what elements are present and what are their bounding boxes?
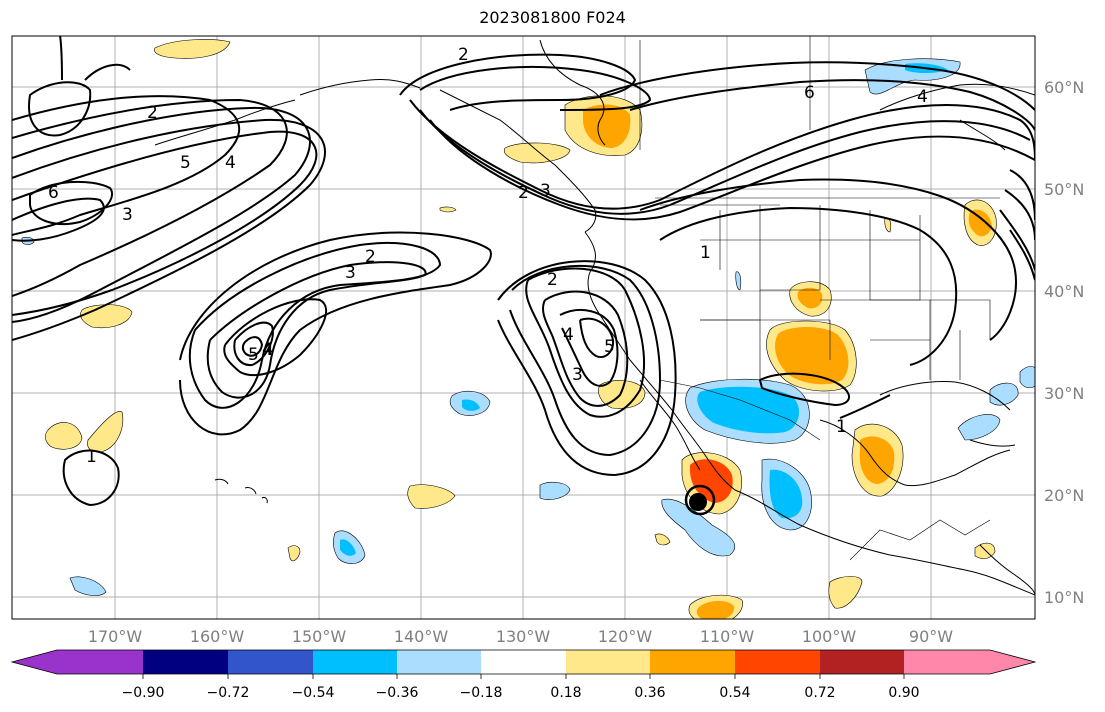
colorbar-segment	[143, 650, 228, 674]
contour-label: 6	[804, 83, 815, 103]
colorbar-segment	[904, 650, 990, 674]
graticule	[12, 36, 1035, 619]
lon-tick-label: 150°W	[292, 627, 347, 646]
colorbar-tick-label: 0.90	[888, 685, 919, 701]
colorbar-segment	[990, 650, 1035, 674]
coastlines	[154, 39, 1035, 596]
colorbar-tick-label: 0.36	[634, 685, 665, 701]
lon-tick-label: 110°W	[700, 627, 755, 646]
colorbar-tick-label: 0.72	[804, 685, 835, 701]
colorbar-segment	[481, 650, 566, 674]
contour-label: 1	[700, 243, 711, 263]
contour-label: 3	[572, 365, 583, 385]
borders	[639, 36, 1000, 561]
lon-tick-label: 100°W	[802, 627, 857, 646]
colorbar-segment	[228, 650, 313, 674]
colorbar-tick-label: 0.18	[550, 685, 581, 701]
colorbar-segment	[566, 650, 650, 674]
contour-label: 4	[917, 87, 928, 107]
contour-lines	[12, 36, 1035, 507]
shaded-fields	[21, 39, 1035, 619]
contour-label: 1	[836, 417, 847, 437]
colorbar-segment	[650, 650, 735, 674]
colorbar-segment	[313, 650, 397, 674]
lat-tick-label: 20°N	[1044, 486, 1084, 505]
contour-label: 5	[248, 345, 259, 365]
lat-tick-label: 60°N	[1044, 78, 1084, 97]
lon-tick-label: 170°W	[88, 627, 143, 646]
colorbar-tick-label: −0.54	[292, 685, 335, 701]
contour-label-group: 2 3 4 5 6 2 4 2 3 2 3 5 4 2 3 4 5 1 1 6 …	[48, 45, 928, 467]
contour-label: 2	[458, 45, 469, 65]
map-frame	[11, 35, 1036, 620]
contour-label: 4	[225, 153, 236, 173]
colorbar-tick-label: −0.90	[122, 685, 165, 701]
contour-label: 3	[122, 205, 133, 225]
contour-label: 3	[345, 263, 356, 283]
contour-label: 3	[540, 181, 551, 201]
colorbar-segment	[397, 650, 481, 674]
colorbar-tick-label: −0.18	[460, 685, 503, 701]
lon-tick-label: 140°W	[394, 627, 449, 646]
storm-symbol	[684, 484, 716, 516]
contour-label: 2	[518, 183, 529, 203]
colorbar-tick-label: −0.36	[376, 685, 419, 701]
lon-tick-label: 160°W	[190, 627, 245, 646]
colorbar-segment	[12, 650, 57, 674]
contour-label: 2	[365, 247, 376, 267]
colorbar-segment	[820, 650, 904, 674]
lon-tick-label: 130°W	[496, 627, 551, 646]
contour-label: 5	[180, 153, 191, 173]
lon-axis: 170°W 160°W 150°W 140°W 130°W 120°W 110°…	[88, 627, 953, 646]
lon-tick-label: 120°W	[598, 627, 653, 646]
contour-label: 4	[263, 340, 274, 360]
lon-tick-label: 90°W	[909, 627, 953, 646]
lat-tick-label: 10°N	[1044, 588, 1084, 607]
lat-tick-label: 50°N	[1044, 180, 1084, 199]
contour-label: 6	[48, 183, 59, 203]
colorbar: −0.90 −0.72 −0.54 −0.36 −0.18 0.18 0.36 …	[10, 649, 1037, 701]
contour-label: 4	[262, 340, 273, 360]
colorbar-segment	[735, 650, 820, 674]
lat-tick-label: 30°N	[1044, 384, 1084, 403]
map-title: 2023081800 F024	[479, 8, 626, 27]
colorbar-outline	[10, 649, 1037, 675]
colorbar-segment	[57, 650, 143, 674]
colorbar-ticks	[142, 674, 905, 679]
contour-label: 5	[604, 337, 615, 357]
contour-label: 2	[547, 270, 558, 290]
contour-label: 4	[563, 325, 574, 345]
contour-label: 1	[86, 447, 97, 467]
colorbar-tick-label: −0.72	[207, 685, 250, 701]
lat-axis: 60°N 50°N 40°N 30°N 20°N 10°N	[1044, 78, 1084, 607]
lat-tick-label: 40°N	[1044, 282, 1084, 301]
contour-label: 2	[147, 103, 158, 123]
colorbar-tick-label: 0.54	[719, 685, 750, 701]
